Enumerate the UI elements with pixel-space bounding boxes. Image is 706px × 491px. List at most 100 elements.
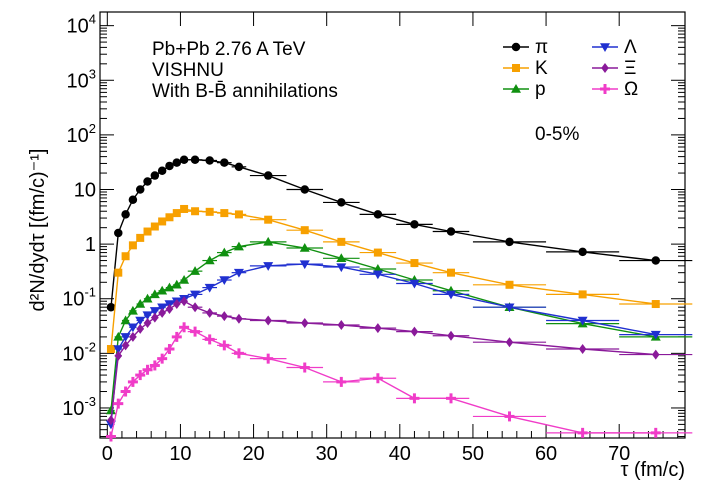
- data-point: [205, 207, 214, 216]
- data-point: [191, 302, 199, 313]
- data-point: [135, 370, 146, 381]
- data-point: [205, 307, 214, 318]
- data-point: [505, 237, 514, 247]
- data-point: [107, 415, 115, 426]
- data-point: [151, 312, 159, 323]
- annotation-centrality: 0-5%: [535, 124, 579, 145]
- data-point: [127, 305, 138, 315]
- y-tick-base: 10: [74, 180, 96, 202]
- data-point: [233, 268, 244, 278]
- data-point: [205, 156, 214, 165]
- x-tick-label: 30: [316, 443, 338, 465]
- legend-entry: π: [503, 37, 548, 58]
- legend: πKp ΛΞΩ: [503, 37, 638, 100]
- data-point: [233, 348, 244, 359]
- data-point: [142, 293, 153, 303]
- legend-marker: [512, 64, 520, 72]
- data-point: [106, 345, 115, 354]
- data-point: [204, 255, 215, 265]
- annotation-model: VISHNU: [152, 60, 224, 81]
- data-point: [337, 320, 346, 331]
- y-axis-title: d²N/dydτ [(fm/c)⁻¹]: [27, 149, 49, 312]
- data-point: [264, 215, 273, 224]
- legend-entry: p: [503, 79, 546, 100]
- data-point: [263, 236, 274, 246]
- data-point: [578, 247, 587, 257]
- data-point: [409, 279, 420, 289]
- data-point: [220, 311, 229, 322]
- data-point: [158, 307, 166, 318]
- data-point: [149, 307, 160, 316]
- y-tick-exponent: -1: [84, 285, 96, 300]
- data-point: [191, 207, 200, 216]
- data-point: [578, 290, 587, 299]
- y-tick-base: 10: [67, 70, 89, 92]
- data-point: [120, 333, 131, 342]
- data-point: [446, 290, 456, 300]
- annotation-system: Pb+Pb 2.76 A TeV: [152, 39, 306, 60]
- data-point: [235, 313, 243, 324]
- y-tick-base: 10: [62, 398, 84, 420]
- data-point: [150, 171, 160, 180]
- y-tick-base: 10: [67, 125, 89, 147]
- data-point: [447, 268, 455, 277]
- y-tick-label: 10-1: [62, 285, 96, 311]
- data-point: [165, 303, 174, 314]
- data-point: [143, 227, 152, 236]
- data-point: [157, 353, 168, 364]
- data-point: [336, 376, 347, 387]
- data-point: [106, 302, 116, 312]
- data-point: [120, 315, 131, 325]
- legend-entry: Λ: [592, 37, 637, 58]
- data-point: [157, 166, 167, 176]
- data-point: [337, 198, 346, 207]
- annotation-process: With B-B̄ annihilations: [152, 81, 338, 102]
- series-line: [110, 326, 656, 437]
- data-point: [179, 275, 190, 284]
- data-point: [336, 253, 347, 263]
- data-point: [204, 283, 215, 293]
- data-point: [114, 350, 123, 361]
- data-point: [446, 227, 456, 236]
- y-tick-exponent: 3: [89, 66, 96, 81]
- data-point: [143, 317, 152, 328]
- y-tick-exponent: -2: [84, 339, 96, 354]
- data-point: [410, 220, 419, 229]
- data-point: [128, 195, 138, 204]
- data-point: [263, 353, 274, 364]
- y-tick-base: 1: [85, 234, 96, 256]
- y-tick-label: 10: [74, 180, 96, 202]
- data-point: [299, 260, 310, 270]
- data-point: [190, 326, 201, 337]
- data-point: [204, 334, 215, 345]
- x-tick-label: 20: [242, 443, 264, 465]
- series-line: [110, 263, 656, 425]
- x-axis-title: τ (fm/c): [620, 459, 685, 481]
- legend-marker: [600, 84, 610, 94]
- data-series-group: [105, 155, 693, 442]
- data-point: [219, 247, 230, 257]
- data-point: [121, 252, 130, 261]
- data-point: [136, 233, 145, 242]
- data-point: [373, 210, 383, 219]
- legend-entry: Ξ: [592, 58, 636, 79]
- data-point: [135, 316, 146, 326]
- data-point: [127, 323, 138, 333]
- annotations-group: Pb+Pb 2.76 A TeV VISHNU With B-B̄ annihi…: [27, 39, 685, 481]
- data-point: [651, 256, 660, 265]
- series-1: [106, 204, 693, 354]
- legend-label: π: [535, 37, 548, 58]
- data-point: [447, 330, 455, 341]
- data-point: [301, 317, 309, 328]
- y-tick-base: 10: [62, 343, 84, 365]
- data-point: [336, 263, 347, 273]
- plot-frame: [99, 11, 686, 439]
- data-point: [650, 330, 661, 340]
- data-point: [219, 340, 230, 351]
- data-point: [234, 162, 244, 172]
- data-point: [127, 376, 138, 387]
- data-point: [173, 299, 181, 310]
- data-point: [180, 296, 188, 307]
